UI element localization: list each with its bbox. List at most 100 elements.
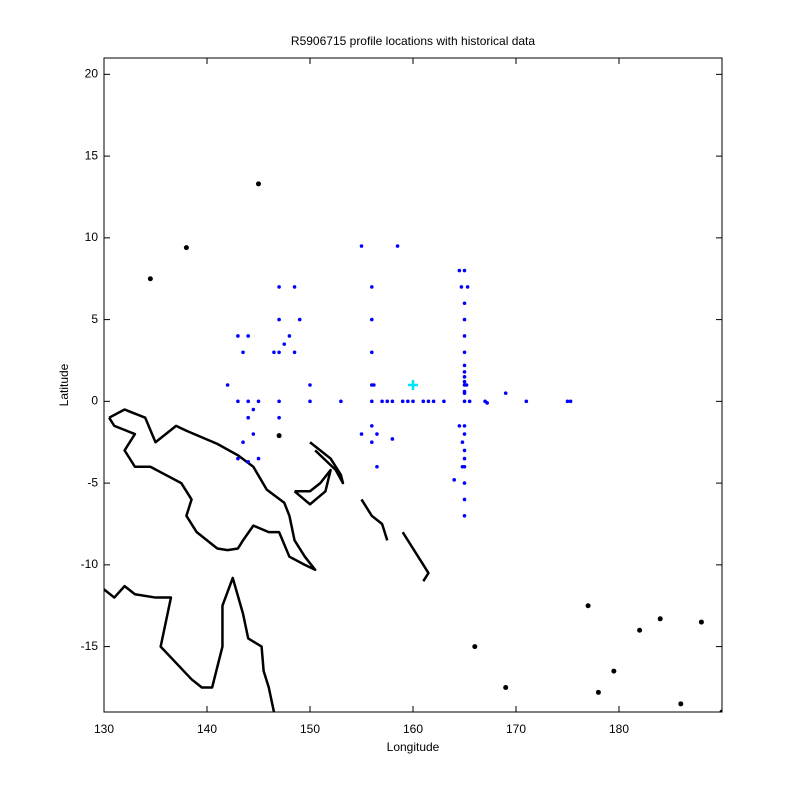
- profile-point: [241, 350, 245, 355]
- profile-point: [457, 268, 462, 273]
- profile-point: [524, 399, 529, 404]
- x-axis-label: Longitude: [387, 740, 440, 754]
- profile-point: [395, 244, 400, 248]
- profile-point: [287, 334, 292, 338]
- coast-island: [503, 684, 509, 690]
- profile-point: [277, 399, 281, 404]
- coastline: [293, 468, 332, 506]
- profile-point: [277, 350, 281, 355]
- profile-point: [246, 334, 250, 338]
- profile-point: [406, 399, 410, 404]
- profile-point: [277, 285, 281, 289]
- profile-point: [565, 399, 570, 404]
- profile-point: [251, 432, 256, 436]
- y-tick-label: 0: [91, 394, 98, 408]
- profile-point: [277, 317, 281, 322]
- profile-point: [462, 379, 467, 384]
- profile-point: [292, 350, 297, 355]
- profile-point: [292, 285, 297, 289]
- profile-point: [462, 370, 467, 374]
- profile-point: [462, 514, 467, 518]
- profile-point: [246, 460, 250, 464]
- coast-island: [472, 644, 478, 650]
- profile-point: [241, 440, 245, 445]
- profile-point: [462, 350, 467, 355]
- coast-island: [657, 616, 663, 622]
- profile-point: [308, 383, 312, 387]
- profile-point: [282, 342, 287, 346]
- profile-point: [426, 399, 431, 404]
- coast-island: [698, 619, 704, 625]
- coastline: [108, 408, 317, 572]
- coast-island: [719, 709, 722, 712]
- profile-point: [339, 399, 343, 404]
- profile-point: [462, 497, 467, 502]
- coast-island: [183, 245, 189, 251]
- profile-point: [256, 456, 261, 461]
- profile-point: [359, 432, 364, 436]
- profile-point: [390, 399, 395, 404]
- profile-point: [462, 363, 467, 368]
- profile-point: [236, 399, 240, 404]
- profile-point: [459, 285, 464, 289]
- profile-point: [246, 399, 250, 404]
- profile-point: [375, 464, 379, 469]
- profile-point: [236, 456, 240, 461]
- profile-point: [370, 440, 374, 445]
- x-tick-label: 160: [403, 722, 423, 736]
- coast-island: [595, 689, 601, 695]
- profile-point: [462, 448, 467, 453]
- profile-point: [462, 424, 467, 428]
- profile-point: [462, 432, 467, 436]
- profile-point: [462, 456, 467, 461]
- profile-point: [452, 478, 457, 482]
- profile-point: [370, 399, 374, 404]
- profile-point: [462, 464, 467, 469]
- profile-point: [462, 391, 467, 395]
- profile-point: [225, 383, 230, 387]
- profile-point: [359, 244, 364, 248]
- x-tick-label: 130: [94, 722, 114, 736]
- profile-point: [236, 334, 240, 338]
- y-tick-label: 10: [85, 230, 99, 244]
- y-axis-label: Latitude: [57, 363, 71, 406]
- profile-point: [431, 399, 436, 404]
- coast-island: [256, 181, 261, 187]
- coast-island: [611, 668, 617, 674]
- profile-point: [272, 350, 276, 355]
- coast-island: [585, 603, 591, 609]
- profile-point: [251, 407, 256, 412]
- profile-point: [465, 285, 470, 289]
- profile-point: [568, 399, 573, 404]
- coastline: [309, 441, 345, 485]
- x-tick-label: 170: [506, 722, 526, 736]
- profile-point: [485, 401, 489, 405]
- profile-point: [457, 424, 462, 428]
- profile-point: [372, 383, 376, 387]
- y-tick-label: 5: [91, 312, 98, 326]
- y-tick-label: 20: [85, 67, 99, 81]
- profile-point: [462, 301, 467, 306]
- profile-point: [421, 399, 426, 404]
- coast-island: [678, 701, 684, 707]
- profile-point: [400, 399, 405, 404]
- y-tick-label: -15: [81, 639, 99, 653]
- profile-point: [308, 399, 312, 404]
- profile-point: [390, 437, 395, 441]
- coastline: [104, 576, 276, 712]
- coast-island: [276, 433, 282, 439]
- profile-point: [380, 399, 384, 404]
- y-tick-label: 15: [85, 148, 99, 162]
- profile-point: [464, 383, 469, 387]
- x-tick-label: 140: [197, 722, 217, 736]
- profile-point: [462, 334, 467, 338]
- profile-point: [297, 317, 302, 322]
- profile-point: [462, 268, 467, 273]
- profile-point: [370, 285, 374, 289]
- coast-island: [637, 627, 643, 633]
- current-profile: [408, 380, 418, 390]
- profile-point: [256, 399, 261, 404]
- profile-point: [462, 481, 467, 485]
